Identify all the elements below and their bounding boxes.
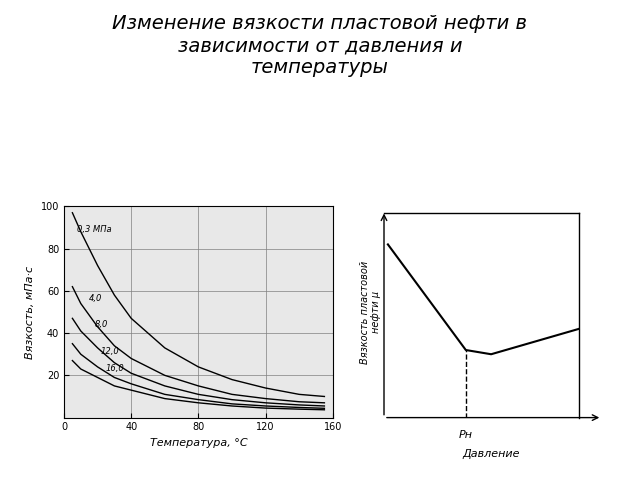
Text: 4,0: 4,0 (89, 294, 102, 303)
Text: Изменение вязкости пластовой нефти в
зависимости от давления и
температуры: Изменение вязкости пластовой нефти в зав… (113, 14, 527, 77)
Text: 0,3 МПа: 0,3 МПа (77, 225, 112, 234)
Text: 16,0: 16,0 (106, 364, 125, 373)
Text: 8,0: 8,0 (94, 320, 108, 329)
X-axis label: Температура, °С: Температура, °С (150, 438, 247, 448)
Text: 12,0: 12,0 (101, 347, 120, 356)
Text: Давление: Давление (462, 449, 520, 459)
Y-axis label: Вязкость, мПа·с: Вязкость, мПа·с (25, 265, 35, 359)
Text: Рн: Рн (459, 430, 473, 440)
Y-axis label: Вязкость пластовой
нефти μ: Вязкость пластовой нефти μ (360, 260, 381, 364)
